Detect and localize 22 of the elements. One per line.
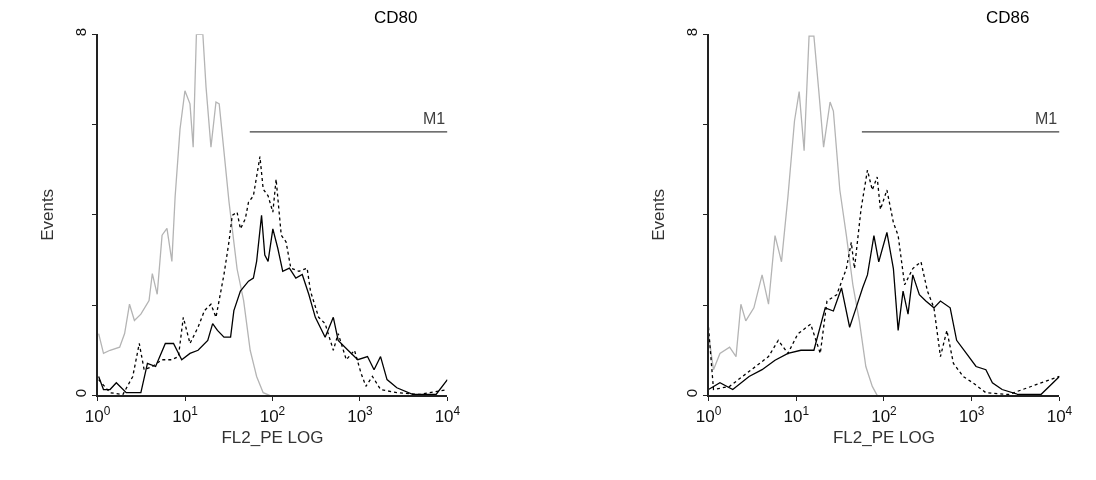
x-tick-label: 10$^{4}$: [434, 403, 461, 426]
y-tick-label: 0: [682, 388, 700, 398]
x-tick-label: 10$^{0}$: [84, 403, 111, 426]
x-axis-title: FL2_PE LOG: [832, 427, 936, 447]
chart-title: CD86: [986, 8, 1030, 27]
series-label: M1: [423, 110, 446, 127]
x-tick-label: 10$^{1}$: [172, 403, 199, 426]
y-tick-label: 8: [71, 27, 89, 37]
x-tick-label: 10$^{3}$: [347, 403, 374, 426]
y-tick-label: 8: [682, 27, 700, 37]
chart-title: CD80: [374, 8, 418, 27]
y-axis-title: Events: [37, 188, 57, 241]
x-tick-label: 10$^{2}$: [871, 403, 898, 426]
x-tick-label: 10$^{3}$: [958, 403, 985, 426]
x-tick-label: 10$^{1}$: [783, 403, 810, 426]
y-axis-title: Events: [648, 188, 668, 241]
x-tick-label: 10$^{0}$: [695, 403, 722, 426]
x-axis-title: FL2_PE LOG: [221, 427, 324, 447]
series-label: M1: [1035, 110, 1058, 127]
x-tick-label: 10$^{4}$: [1046, 403, 1073, 426]
x-tick-label: 10$^{2}$: [259, 403, 286, 426]
y-tick-label: 0: [71, 388, 89, 398]
